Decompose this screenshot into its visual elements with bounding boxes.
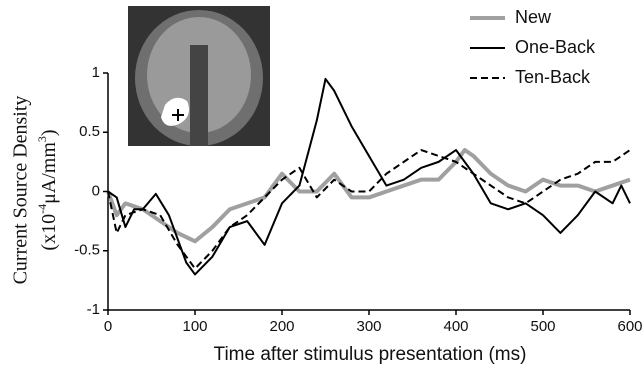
x-tick-label: 600 bbox=[617, 318, 642, 335]
brain-midline bbox=[190, 45, 208, 146]
y-tick-label: 1 bbox=[92, 64, 100, 81]
series-line bbox=[108, 150, 630, 241]
series-line bbox=[108, 150, 630, 269]
x-tick-label: 400 bbox=[443, 318, 468, 335]
x-tick-label: 200 bbox=[269, 318, 294, 335]
x-tick-label: 300 bbox=[356, 318, 381, 335]
x-tick-label: 0 bbox=[104, 318, 112, 335]
legend-label: One-Back bbox=[515, 37, 596, 57]
legend-label: New bbox=[515, 7, 552, 27]
legend-label: Ten-Back bbox=[515, 67, 591, 87]
y-tick-label: -0.5 bbox=[74, 242, 100, 259]
y-tick-label: 0.5 bbox=[79, 123, 100, 140]
x-axis-label: Time after stimulus presentation (ms) bbox=[214, 344, 527, 365]
y-label-part: ) bbox=[38, 129, 60, 136]
y-tick-label: 0 bbox=[92, 182, 100, 199]
y-label-part: μA/mm bbox=[38, 142, 60, 204]
y-label-part: -4 bbox=[35, 204, 49, 214]
brain-inset bbox=[128, 6, 270, 146]
y-tick-label: -1 bbox=[87, 301, 100, 318]
chart: Current Source Density (x10-4μA/mm3) Tim… bbox=[0, 0, 644, 373]
y-axis-label: Current Source Density bbox=[10, 96, 32, 285]
x-tick-label: 500 bbox=[530, 318, 555, 335]
x-tick-label: 100 bbox=[182, 318, 207, 335]
y-axis-label: (x10-4μA/mm3) bbox=[35, 129, 60, 250]
y-label-part: (x10 bbox=[38, 214, 60, 251]
